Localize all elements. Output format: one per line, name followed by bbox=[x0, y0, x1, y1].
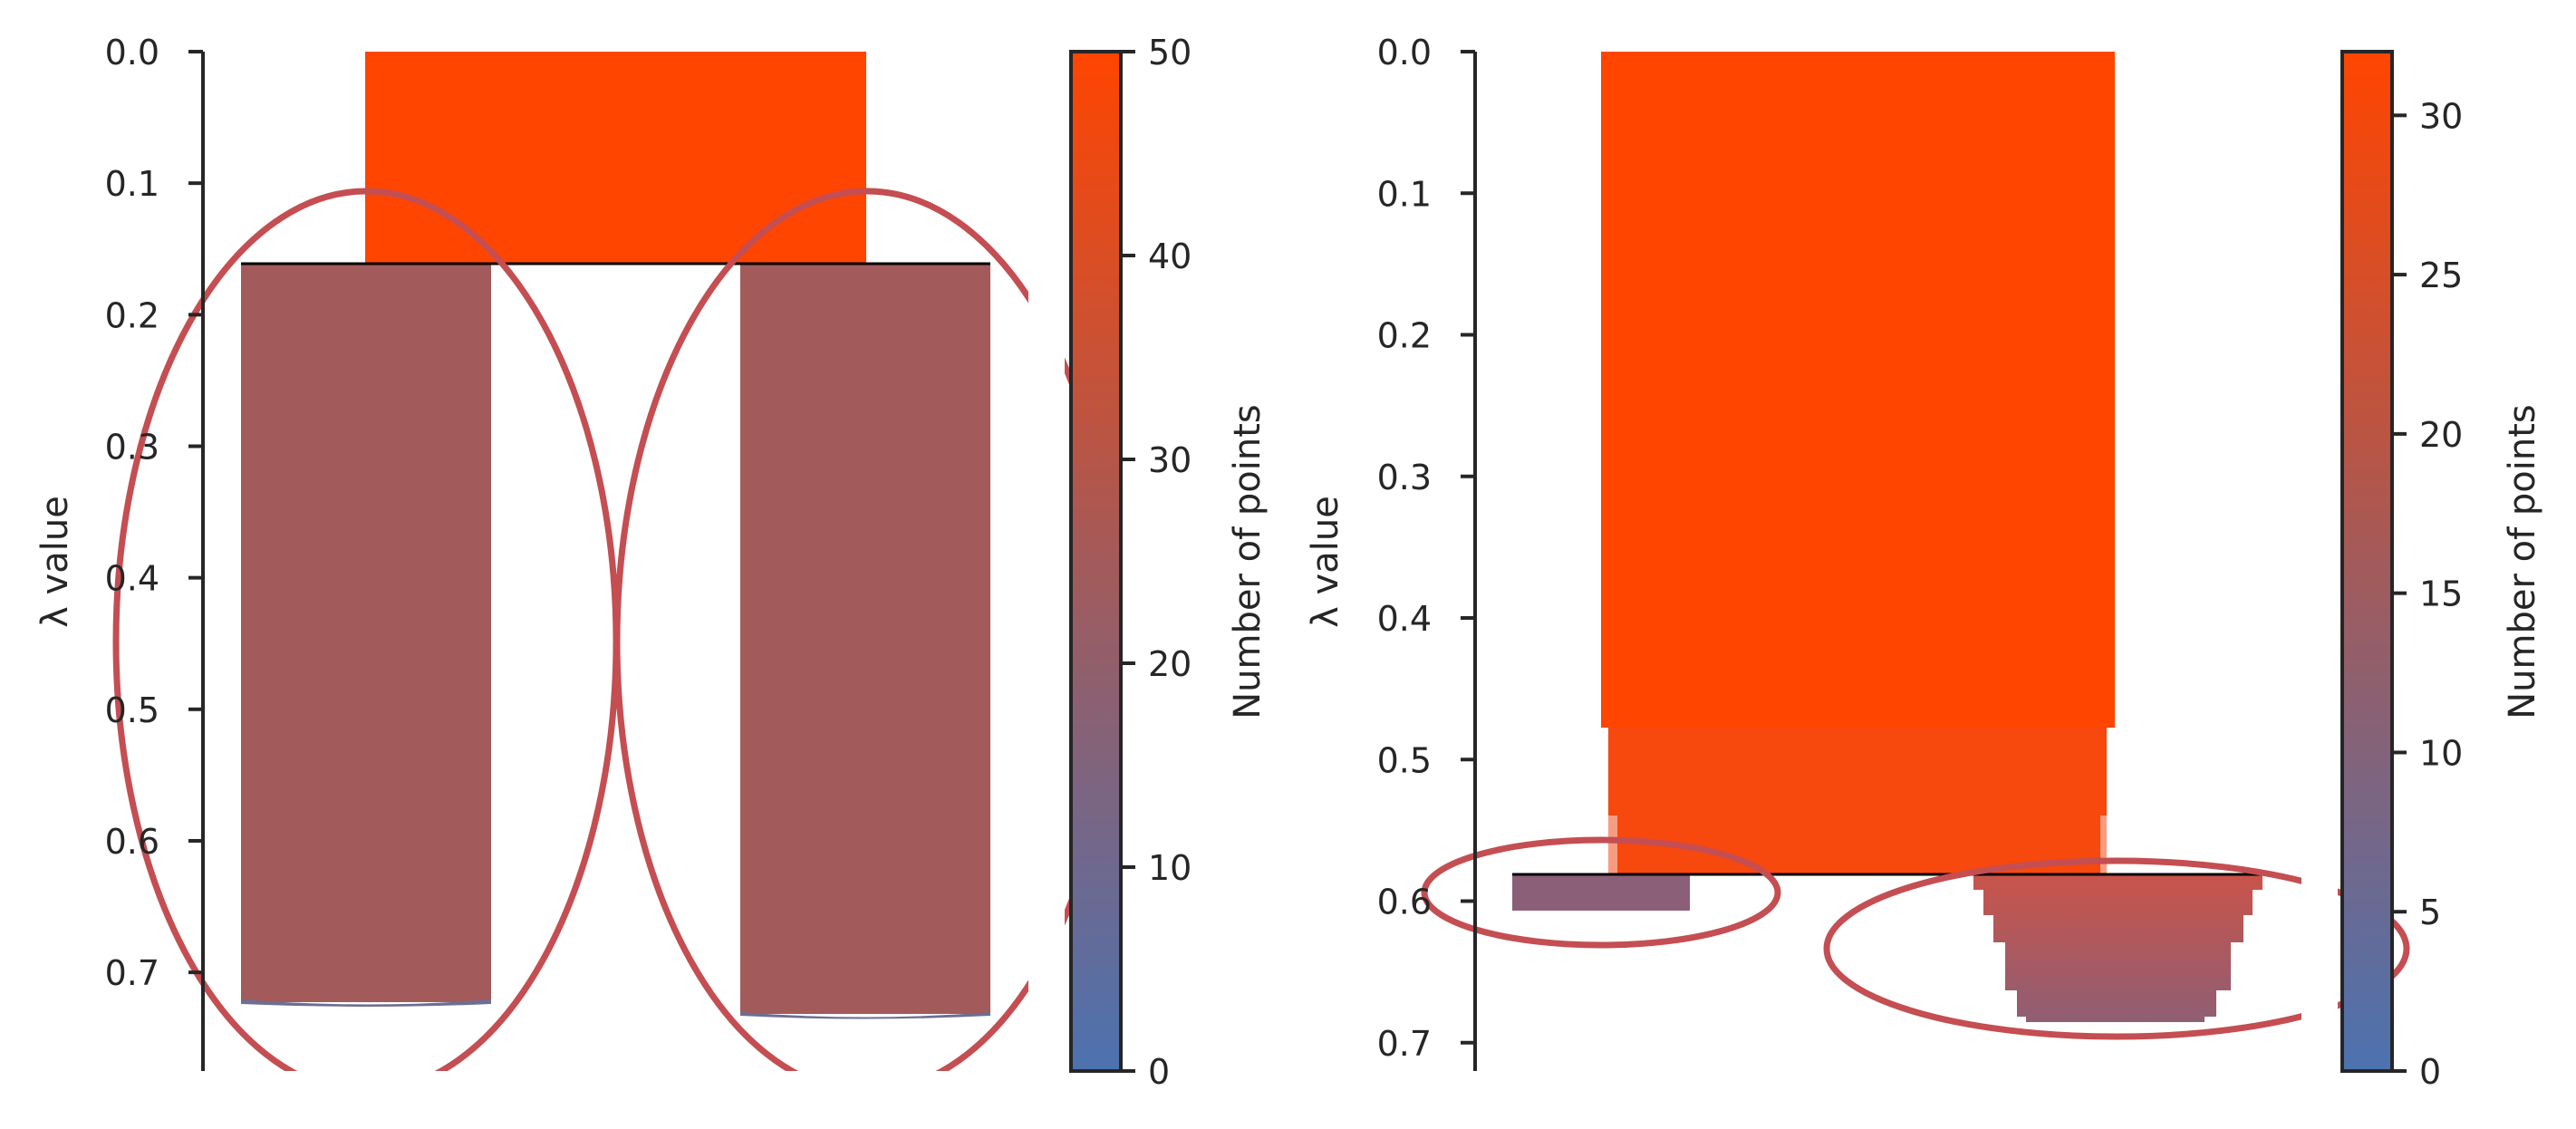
right-cluster-branch-a bbox=[1512, 874, 1690, 911]
left-y-tick-label: 0.5 bbox=[105, 690, 159, 730]
right-y-tick-label: 0.0 bbox=[1377, 33, 1432, 72]
left-y-tick-label: 0.4 bbox=[105, 559, 159, 599]
left-root-branch bbox=[365, 52, 866, 264]
left-colorbar-tick-label: 0 bbox=[1148, 1052, 1170, 1092]
right-y-tick-label: 0.7 bbox=[1377, 1024, 1432, 1064]
left-colorbar-tick-label: 40 bbox=[1148, 236, 1192, 276]
right-colorbar-tick-label: 30 bbox=[2419, 96, 2463, 136]
left-y-tick-label: 0.6 bbox=[105, 822, 159, 862]
right-y-tick-label: 0.1 bbox=[1377, 174, 1432, 214]
right-colorbar-label: Number of points bbox=[2502, 404, 2543, 719]
right-y-tick-label: 0.2 bbox=[1377, 316, 1432, 356]
right-root-branch-lower bbox=[1608, 728, 2107, 874]
left-y-label: λ value bbox=[34, 496, 76, 628]
left-colorbar-tick-label: 30 bbox=[1148, 440, 1192, 480]
right-plot-clip bbox=[2301, 0, 2338, 1129]
right-y-tick-label: 0.5 bbox=[1377, 740, 1432, 780]
left-colorbar-tick-label: 50 bbox=[1148, 33, 1192, 72]
right-y-label: λ value bbox=[1305, 496, 1346, 628]
right-branches bbox=[1512, 52, 2262, 1022]
left-y-tick-label: 0.2 bbox=[105, 295, 159, 335]
left-y-tick-label: 0.0 bbox=[105, 33, 159, 72]
right-colorbar-tick-label: 20 bbox=[2419, 415, 2463, 455]
left-branches bbox=[241, 52, 990, 1019]
left-colorbar-label: Number of points bbox=[1227, 404, 1269, 719]
left-y-ticks: 0.0 0.1 0.2 0.3 0.4 0.5 0.6 0.7 bbox=[105, 33, 203, 993]
left-cluster-branch-a bbox=[241, 264, 491, 1002]
left-plot-clip-bottom bbox=[181, 1071, 1051, 1129]
left-y-tick-label: 0.1 bbox=[105, 164, 159, 204]
left-y-tick-label: 0.7 bbox=[105, 953, 159, 993]
right-colorbar bbox=[2342, 52, 2392, 1071]
left-colorbar-ticks: 0 10 20 30 40 50 bbox=[1121, 33, 1192, 1092]
right-cluster-branch-b bbox=[1973, 874, 2262, 1022]
left-cluster-branch-b bbox=[740, 264, 990, 1014]
left-colorbar bbox=[1071, 52, 1121, 1071]
right-chart: 0.0 0.1 0.2 0.3 0.4 0.5 0.6 0.7 λ value 0 5 10 15 2… bbox=[1305, 0, 2543, 1129]
left-colorbar-tick-label: 20 bbox=[1148, 644, 1192, 684]
right-colorbar-tick-label: 25 bbox=[2419, 256, 2463, 295]
right-y-ticks: 0.0 0.1 0.2 0.3 0.4 0.5 0.6 0.7 bbox=[1377, 33, 1475, 1064]
right-y-tick-label: 0.3 bbox=[1377, 458, 1432, 497]
right-y-tick-label: 0.6 bbox=[1377, 883, 1432, 922]
right-colorbar-tick-label: 15 bbox=[2419, 574, 2463, 614]
left-plot-clip bbox=[1028, 0, 1065, 1129]
left-colorbar-tick-label: 10 bbox=[1148, 848, 1192, 888]
right-y-tick-label: 0.4 bbox=[1377, 599, 1432, 639]
right-colorbar-tick-label: 0 bbox=[2419, 1052, 2441, 1092]
right-colorbar-tick-label: 10 bbox=[2419, 733, 2463, 773]
right-colorbar-tick-label: 5 bbox=[2419, 893, 2441, 932]
left-y-tick-label: 0.3 bbox=[105, 427, 159, 467]
left-chart: 0.0 0.1 0.2 0.3 0.4 0.5 0.6 0.7 λ value 0 10 20 30… bbox=[34, 0, 1269, 1129]
